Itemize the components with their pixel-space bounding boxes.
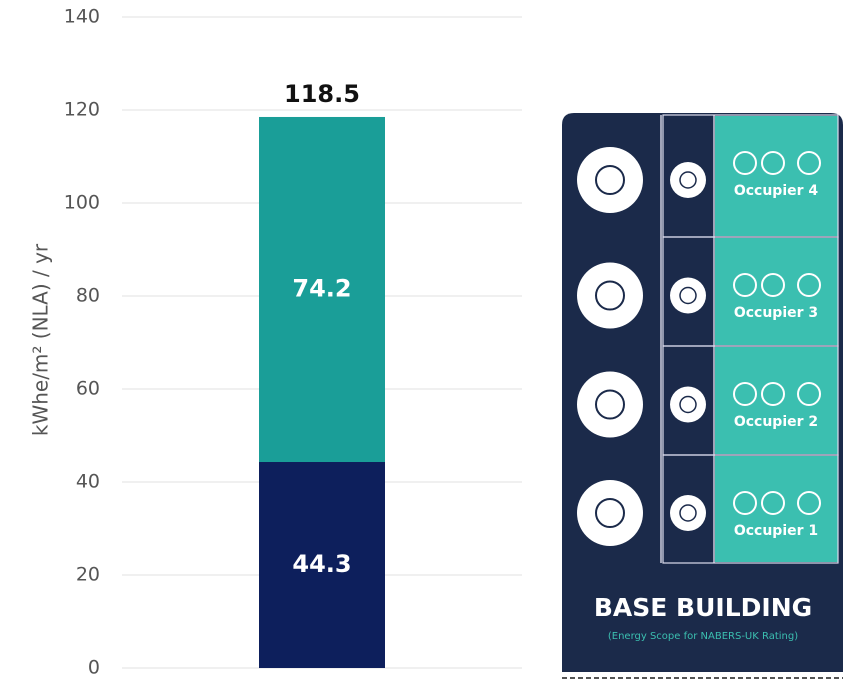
appliance-icon — [761, 151, 785, 175]
y-axis-title: kWhe/m² (NLA) / yr — [29, 243, 53, 436]
diagram-subtitle: (Energy Scope for NABERS-UK Rating) — [608, 631, 798, 642]
icon-detail — [679, 286, 697, 305]
appliance-icon — [733, 151, 757, 175]
occupier-area — [715, 456, 838, 562]
fan-icon — [670, 495, 706, 531]
bar-segment — [259, 462, 385, 668]
service-icon — [577, 480, 643, 546]
y-tick-label: 120 — [64, 99, 100, 121]
icon-detail — [595, 389, 625, 420]
bar-value-label: 44.3 — [292, 550, 351, 578]
icon-detail — [679, 171, 697, 189]
diagram: Occupier 4 Occupier 3 Occupier 2 Occupier 1… — [562, 113, 843, 679]
occupier-area — [715, 116, 838, 236]
y-tick-label: 60 — [76, 378, 100, 400]
icon-detail — [595, 165, 625, 195]
appliance-icon — [797, 382, 821, 406]
appliance-icon — [761, 491, 785, 515]
icon-detail — [679, 395, 697, 414]
bar-segment — [259, 116, 385, 463]
occupier-label: Occupier 4 — [734, 183, 819, 199]
row-cell — [662, 454, 839, 564]
appliance-icon — [733, 491, 757, 515]
occupier-label: Occupier 2 — [734, 414, 818, 430]
appliance-icon — [733, 273, 757, 297]
appliance-icon — [797, 491, 821, 515]
icon-detail — [595, 280, 625, 311]
y-tick-label: 20 — [76, 564, 100, 586]
appliance-icon — [761, 273, 785, 297]
service-icon — [577, 147, 643, 213]
y-tick-label: 140 — [64, 6, 100, 28]
y-tick-label: 0 — [88, 657, 100, 679]
icon-detail — [679, 504, 697, 522]
diagram-title: BASE BUILDING — [594, 593, 812, 622]
y-tick-label: 100 — [64, 192, 100, 214]
service-icon — [577, 262, 643, 329]
service-icon — [577, 371, 643, 438]
appliance-icon — [797, 273, 821, 297]
occupier-area — [715, 238, 838, 345]
occupier-area — [715, 347, 838, 454]
fan-icon — [670, 277, 706, 314]
bar-total-label: 118.5 — [284, 80, 360, 108]
icon-detail — [595, 498, 625, 528]
occupier-label: Occupier 1 — [734, 523, 818, 539]
occupier-label: Occupier 3 — [734, 305, 818, 321]
appliance-icon — [797, 151, 821, 175]
fan-icon — [670, 162, 706, 198]
fan-icon — [670, 386, 706, 423]
bar-value-label: 74.2 — [292, 274, 351, 302]
appliance-icon — [733, 382, 757, 406]
y-tick-label: 40 — [76, 471, 100, 493]
appliance-icon — [761, 382, 785, 406]
y-tick-label: 80 — [76, 285, 100, 307]
